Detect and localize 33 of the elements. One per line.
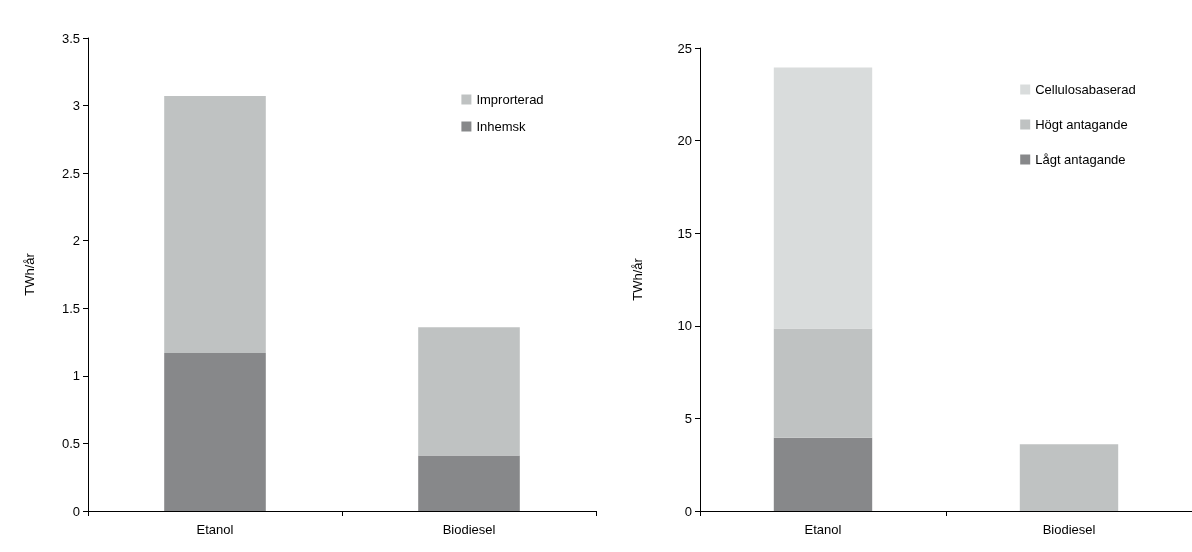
y-tick-label: 1.5 <box>61 300 80 316</box>
y-tick-label: 0 <box>684 503 692 519</box>
y-tick-label: 15 <box>677 225 692 241</box>
y-tick-label: 3.5 <box>61 30 80 46</box>
y-axis-title: TWh/år <box>630 257 645 301</box>
x-tick-label: Etanol <box>804 522 842 537</box>
bar <box>418 327 520 456</box>
bar <box>164 352 266 511</box>
y-tick-label: 20 <box>677 133 692 149</box>
y-axis-title: TWh/år <box>22 252 37 296</box>
legend-label: Inhemsk <box>476 119 527 134</box>
legend-label: Lågt antagande <box>1035 152 1126 167</box>
y-tick-label: 25 <box>677 40 692 56</box>
bar <box>773 67 873 329</box>
y-tick-label: 10 <box>677 318 692 334</box>
x-tick-label: Biodiesel <box>442 522 496 537</box>
legend-label: Cellulosabaserad <box>1035 82 1136 97</box>
y-tick-label: 0.5 <box>61 435 80 451</box>
bar <box>418 455 520 511</box>
bar <box>773 437 873 511</box>
y-tick-label: 2 <box>72 233 80 249</box>
y-tick-label: 5 <box>684 410 692 426</box>
x-tick-label: Etanol <box>196 522 234 537</box>
x-tick-label: Biodiesel <box>1042 522 1096 537</box>
bar <box>1019 444 1119 511</box>
legend-label: Högt antagande <box>1035 117 1128 132</box>
y-tick-label: 2.5 <box>61 165 80 181</box>
y-tick-label: 1 <box>72 368 80 384</box>
legend-label: Improrterad <box>476 92 544 107</box>
y-tick-label: 3 <box>72 98 80 114</box>
y-tick-label: 0 <box>72 503 80 519</box>
bar <box>773 328 873 438</box>
bar <box>164 96 266 353</box>
